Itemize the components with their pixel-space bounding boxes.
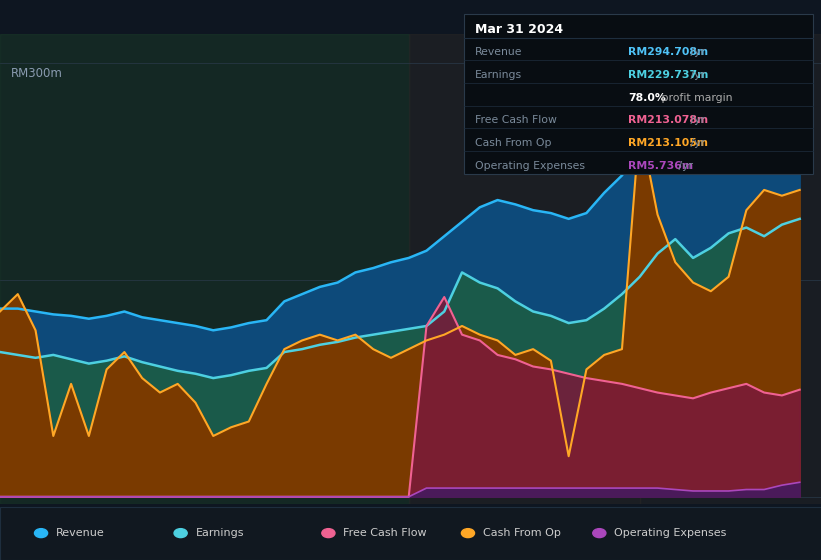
Text: Free Cash Flow: Free Cash Flow bbox=[343, 528, 427, 538]
Text: Free Cash Flow: Free Cash Flow bbox=[475, 115, 557, 125]
Text: /yr: /yr bbox=[687, 138, 705, 148]
Text: Revenue: Revenue bbox=[475, 47, 522, 57]
Text: Cash From Op: Cash From Op bbox=[475, 138, 551, 148]
Text: RM294.708m: RM294.708m bbox=[628, 47, 709, 57]
Text: profit margin: profit margin bbox=[658, 92, 732, 102]
Text: Mar 31 2024: Mar 31 2024 bbox=[475, 23, 562, 36]
Text: Earnings: Earnings bbox=[475, 70, 521, 80]
Text: /yr: /yr bbox=[687, 115, 705, 125]
Text: RM300m: RM300m bbox=[11, 67, 62, 80]
Text: /yr: /yr bbox=[676, 161, 694, 171]
Text: /yr: /yr bbox=[687, 70, 705, 80]
Text: RM213.078m: RM213.078m bbox=[628, 115, 709, 125]
Text: Operating Expenses: Operating Expenses bbox=[614, 528, 727, 538]
Text: RM229.737m: RM229.737m bbox=[628, 70, 709, 80]
Bar bbox=[409, 34, 640, 504]
Text: RM5.736m: RM5.736m bbox=[628, 161, 693, 171]
Text: RM0: RM0 bbox=[11, 472, 36, 485]
Text: Operating Expenses: Operating Expenses bbox=[475, 161, 585, 171]
Text: 78.0%: 78.0% bbox=[628, 92, 666, 102]
Text: Revenue: Revenue bbox=[56, 528, 104, 538]
Text: Cash From Op: Cash From Op bbox=[483, 528, 561, 538]
Text: Earnings: Earnings bbox=[195, 528, 244, 538]
Bar bbox=[0, 34, 409, 504]
Text: /yr: /yr bbox=[687, 47, 705, 57]
Text: RM213.105m: RM213.105m bbox=[628, 138, 708, 148]
Bar bbox=[640, 34, 821, 504]
